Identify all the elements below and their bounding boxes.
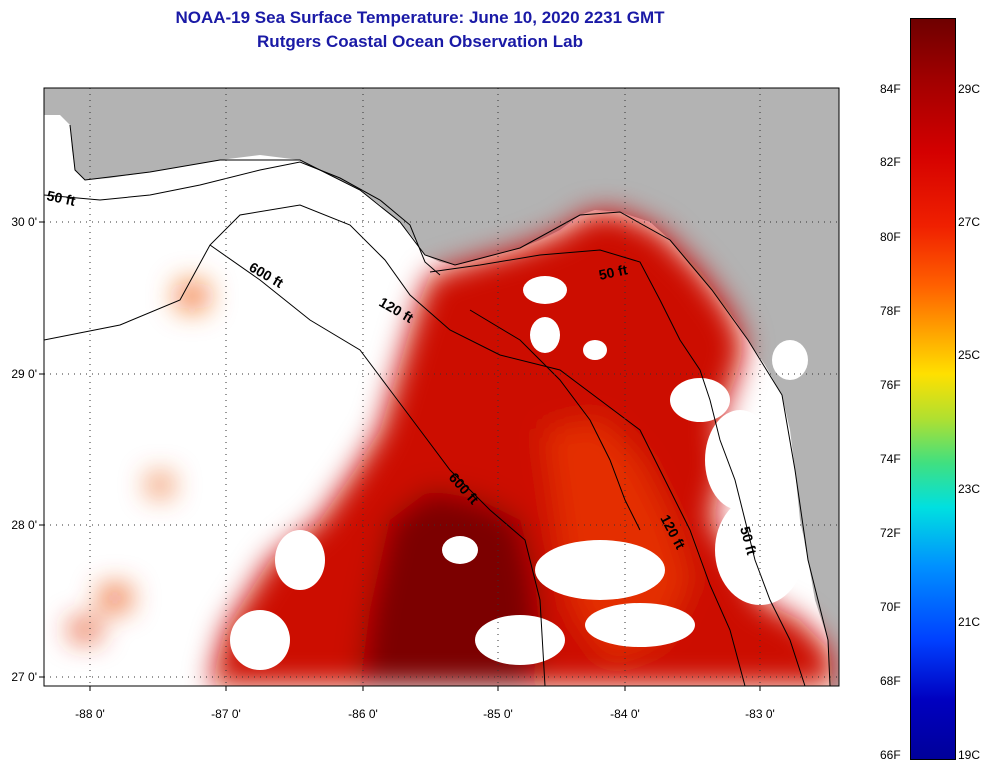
- color-scale-bar: [910, 18, 956, 760]
- x-tick-label: -88 0': [75, 707, 105, 721]
- colorbar-f-label: 68F: [880, 674, 901, 688]
- x-tick-label: -86 0': [348, 707, 378, 721]
- colorbar-c-label: 21C: [958, 615, 981, 629]
- x-tick-label: -84 0': [610, 707, 640, 721]
- contour-label: 50 ft: [597, 261, 629, 283]
- colorbar-f-label: 74F: [880, 452, 901, 466]
- x-tick-label: -85 0': [483, 707, 513, 721]
- map-frame: [43, 87, 840, 687]
- lat-lon-grid: [44, 88, 839, 686]
- y-tick-label: 27 0': [11, 670, 37, 684]
- bathymetry-contours: [44, 161, 806, 686]
- y-tick-label: 30 0': [11, 215, 37, 229]
- colorbar-c-label: 23C: [958, 482, 981, 496]
- x-tick-label: -87 0': [211, 707, 241, 721]
- colorbar-f-label: 78F: [880, 304, 901, 318]
- colorbar-f-label: 82F: [880, 155, 901, 169]
- map-subtitle: Rutgers Coastal Ocean Observation Lab: [257, 32, 583, 51]
- colorbar-c-label: 19C: [958, 748, 981, 762]
- contour-label: 50 ft: [737, 525, 760, 557]
- contour-label: 50 ft: [45, 187, 77, 209]
- colorbar-f-label: 72F: [880, 526, 901, 540]
- land-mass: [44, 88, 839, 686]
- colorbar-f-label: 76F: [880, 378, 901, 392]
- colorbar-c-label: 29C: [958, 82, 981, 96]
- colorbar-c-label: 27C: [958, 215, 981, 229]
- y-tick-label: 29 0': [11, 367, 37, 381]
- frame-ticks: [39, 221, 761, 691]
- coastline: [69, 124, 831, 686]
- y-tick-label: 28 0': [11, 518, 37, 532]
- colorbar-f-label: 84F: [880, 82, 901, 96]
- colorbar-f-label: 66F: [880, 748, 901, 762]
- colorbar-f-label: 80F: [880, 230, 901, 244]
- colorbar-f-label: 70F: [880, 600, 901, 614]
- colorbar-c-label: 25C: [958, 348, 981, 362]
- sst-orange-band: [545, 420, 690, 660]
- x-tick-label: -83 0': [745, 707, 775, 721]
- map-title: NOAA-19 Sea Surface Temperature: June 10…: [175, 8, 665, 27]
